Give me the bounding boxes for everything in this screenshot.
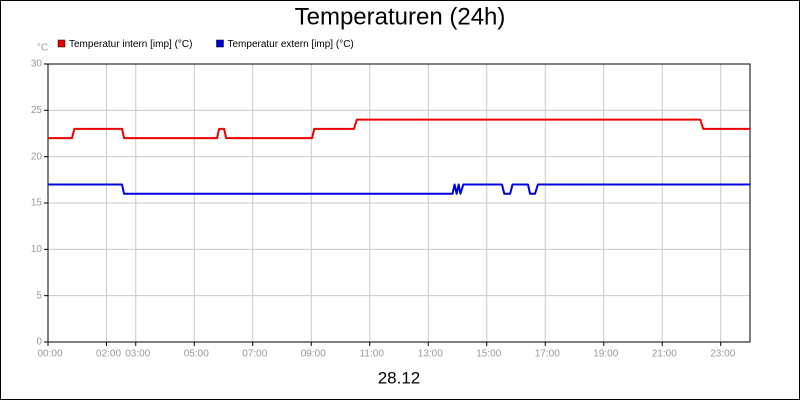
x-tick-label: 09:00 bbox=[301, 349, 326, 360]
x-axis-label: 28.12 bbox=[378, 368, 421, 387]
x-tick-label: 05:00 bbox=[184, 349, 209, 360]
x-tick-label: 03:00 bbox=[125, 349, 150, 360]
series-line bbox=[48, 183, 750, 195]
x-tick-label: 19:00 bbox=[593, 349, 618, 360]
x-tick-label: 23:00 bbox=[710, 349, 735, 360]
y-tick-label: 25 bbox=[31, 105, 43, 116]
y-tick-label: 20 bbox=[31, 151, 43, 162]
x-tick-label: 13:00 bbox=[418, 349, 443, 360]
plot-border bbox=[47, 63, 751, 343]
y-tick-label: 15 bbox=[31, 198, 43, 209]
legend-swatch bbox=[57, 39, 66, 48]
chart-title: Temperaturen (24h) bbox=[295, 3, 506, 30]
x-tick-label: 17:00 bbox=[535, 349, 560, 360]
y-axis-label: °C bbox=[37, 43, 48, 54]
x-tick-label: 07:00 bbox=[242, 349, 267, 360]
legend-swatch bbox=[216, 39, 224, 48]
y-tick-label: 10 bbox=[31, 244, 43, 255]
x-tick-label: 11:00 bbox=[360, 349, 385, 360]
x-tick-label: 21:00 bbox=[652, 349, 677, 360]
y-tick-label: 0 bbox=[36, 337, 42, 348]
legend-label: Temperatur extern [imp] (°C) bbox=[227, 39, 353, 50]
series-line bbox=[48, 118, 750, 140]
x-tick-label: 02:00 bbox=[96, 349, 121, 360]
y-tick-label: 30 bbox=[31, 59, 43, 70]
y-tick-label: 5 bbox=[36, 290, 42, 301]
x-tick-label: 15:00 bbox=[476, 349, 501, 360]
x-tick-label: 00:00 bbox=[37, 349, 62, 360]
legend-label: Temperatur intern [imp] (°C) bbox=[69, 39, 192, 50]
